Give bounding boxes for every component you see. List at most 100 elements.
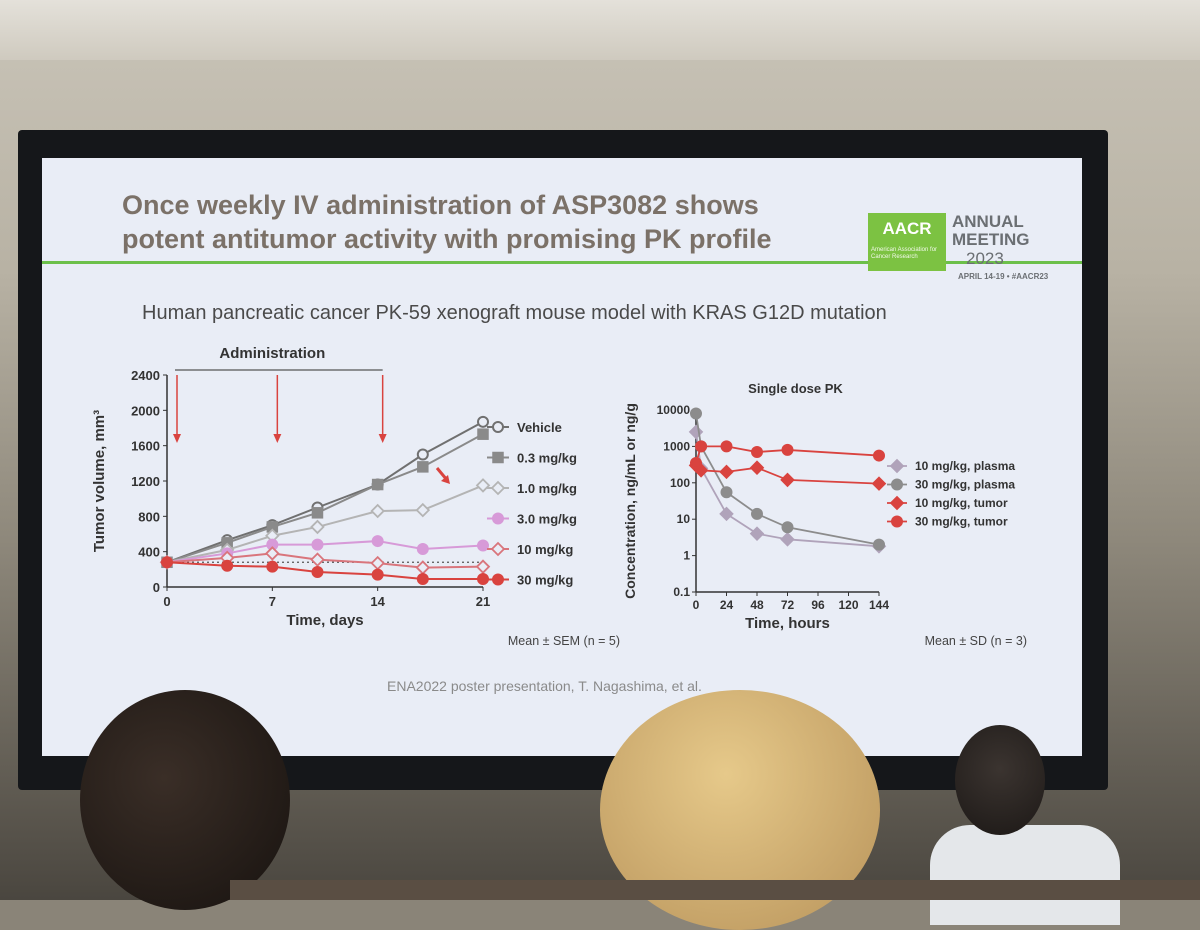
data-point-10-mg-kg-plasma [719, 506, 734, 522]
logo-dates: APRIL 14-19 • #AACR23 [958, 272, 1049, 281]
slide-title-line-1: Once weekly IV administration of ASP3082… [122, 190, 759, 220]
y-tick-label: 100 [670, 476, 690, 490]
data-point-3-0-mg-kg [371, 535, 384, 548]
legend-label: 30 mg/kg, tumor [915, 515, 1008, 529]
data-point-10-mg-kg-plasma [780, 532, 795, 547]
data-point-3-0-mg-kg [311, 538, 324, 551]
chart-footnote: Mean ± SEM (n = 5) [508, 634, 620, 648]
y-tick-label: 1 [683, 549, 690, 563]
y-tick-label: 1000 [663, 439, 690, 453]
legend-marker-1-0-mg-kg [490, 480, 506, 496]
legend-label: 0.3 mg/kg [517, 451, 577, 466]
y-tick-label: 0 [153, 580, 160, 595]
x-axis-title: Time, hours [745, 615, 830, 632]
legend-marker-vehicle [492, 421, 504, 433]
aacr-logo: AACR American Association for Cancer Res… [868, 210, 1068, 290]
series-line-vehicle [166, 420, 484, 564]
x-tick-label: 72 [781, 598, 795, 612]
title-divider [42, 261, 1082, 264]
data-point-30-mg-kg-plasma [873, 538, 885, 551]
y-tick-label: 1600 [131, 439, 160, 454]
legend-label: 10 mg/kg, plasma [915, 459, 1015, 473]
dosing-arrow-icon [378, 434, 387, 443]
series-line-1-0-mg-kg [166, 484, 484, 564]
data-point-30-mg-kg-tumor [781, 443, 794, 456]
data-point-1-0-mg-kg [310, 519, 325, 535]
y-axis-title: Tumor volume, mm³ [91, 410, 108, 552]
aacr-logo-text: AACR [882, 219, 932, 238]
legend-label: Vehicle [517, 420, 562, 435]
data-point-10-mg-kg [370, 555, 385, 571]
data-point-30-mg-kg [161, 556, 173, 569]
data-point-vehicle [477, 415, 489, 428]
x-tick-label: 0 [163, 594, 170, 609]
slide-title-line-2: potent antitumor activity with promising… [122, 224, 772, 254]
x-tick-label: 96 [811, 598, 825, 612]
x-tick-label: 14 [370, 594, 385, 609]
x-tick-label: 24 [720, 598, 734, 612]
series-line-0-3-mg-kg [166, 433, 484, 564]
data-point-1-0-mg-kg [415, 502, 431, 518]
audience-head-right [955, 725, 1045, 835]
legend-label: 10 mg/kg [517, 542, 573, 557]
data-point-10-mg-kg [265, 546, 280, 561]
data-point-10-mg-kg-tumor [749, 460, 765, 475]
y-tick-label: 10000 [657, 403, 691, 417]
chair-row [230, 880, 1200, 900]
data-point-30-mg-kg-tumor [873, 449, 885, 462]
data-point-10-mg-kg [310, 552, 325, 567]
data-point-0-3-mg-kg [477, 428, 489, 440]
data-point-30-mg-kg-tumor [751, 446, 763, 459]
audience-head-left [80, 690, 290, 910]
chart-footnote: Mean ± SD (n = 3) [925, 634, 1027, 648]
data-point-30-mg-kg-plasma [781, 521, 794, 534]
y-axis-title: Concentration, ng/mL or ng/g [622, 403, 638, 599]
x-tick-label: 21 [476, 594, 490, 609]
data-point-3-0-mg-kg [477, 539, 489, 552]
data-point-0-3-mg-kg [371, 478, 384, 491]
tumor-volume-chart: Administration 0 400 800 1200 1600 2000 2400 0 7 1… [91, 345, 620, 648]
logo-meeting: MEETING [952, 230, 1030, 249]
data-point-30-mg-kg-tumor [695, 440, 708, 453]
data-point-10-mg-kg-tumor [871, 476, 887, 491]
single-dose-pk-chart: Single dose PK 0.1 1 10 100 1000 10000 0 24 48 72 9… [622, 381, 1027, 648]
aacr-logo-mark: AACR American Association for Cancer Res… [868, 213, 946, 271]
y-tick-label: 800 [138, 509, 160, 524]
legend-marker-10-mg-kg-plasma [889, 458, 905, 474]
data-point-10-mg-kg [415, 560, 431, 575]
data-point-30-mg-kg [311, 565, 324, 578]
y-tick-label: 0.1 [673, 585, 690, 599]
legend-label: 30 mg/kg [517, 573, 573, 588]
audience-shirt-right [930, 825, 1120, 925]
data-point-30-mg-kg [416, 573, 429, 586]
data-point-30-mg-kg-tumor [720, 440, 733, 453]
data-point-10-mg-kg-plasma [749, 526, 765, 541]
data-point-30-mg-kg [477, 573, 489, 586]
pk-chart-title: Single dose PK [748, 381, 843, 396]
data-point-30-mg-kg [221, 559, 234, 572]
legend-label: 3.0 mg/kg [517, 512, 577, 527]
slide-title: Once weekly IV administration of ASP3082… [122, 188, 842, 256]
presentation-slide: Once weekly IV administration of ASP3082… [42, 158, 1082, 756]
x-tick-label: 120 [838, 598, 858, 612]
series-line-30-mg-kg [166, 561, 483, 581]
data-point-30-mg-kg-tumor [690, 456, 702, 469]
ceiling [0, 0, 1200, 60]
data-point-30-mg-kg [266, 560, 279, 573]
y-tick-label: 1200 [131, 474, 160, 489]
dosing-arrow-icon [273, 434, 282, 443]
dosing-arrow-icon [173, 434, 181, 443]
data-point-0-3-mg-kg [417, 461, 429, 473]
legend-marker-3-0-mg-kg [492, 512, 504, 525]
data-point-30-mg-kg [371, 568, 384, 581]
slide-footer: ENA2022 poster presentation, T. Nagashim… [387, 678, 702, 694]
data-point-vehicle [416, 448, 429, 461]
data-point-1-0-mg-kg [475, 478, 491, 493]
legend-marker-10-mg-kg-tumor [889, 495, 905, 511]
data-point-10-mg-kg-tumor [780, 472, 795, 488]
data-point-30-mg-kg-plasma [690, 407, 702, 420]
administration-label: Administration [219, 345, 325, 362]
legend-marker-0-3-mg-kg [492, 451, 504, 464]
y-tick-label: 2400 [131, 368, 160, 383]
data-point-3-0-mg-kg [416, 543, 429, 556]
